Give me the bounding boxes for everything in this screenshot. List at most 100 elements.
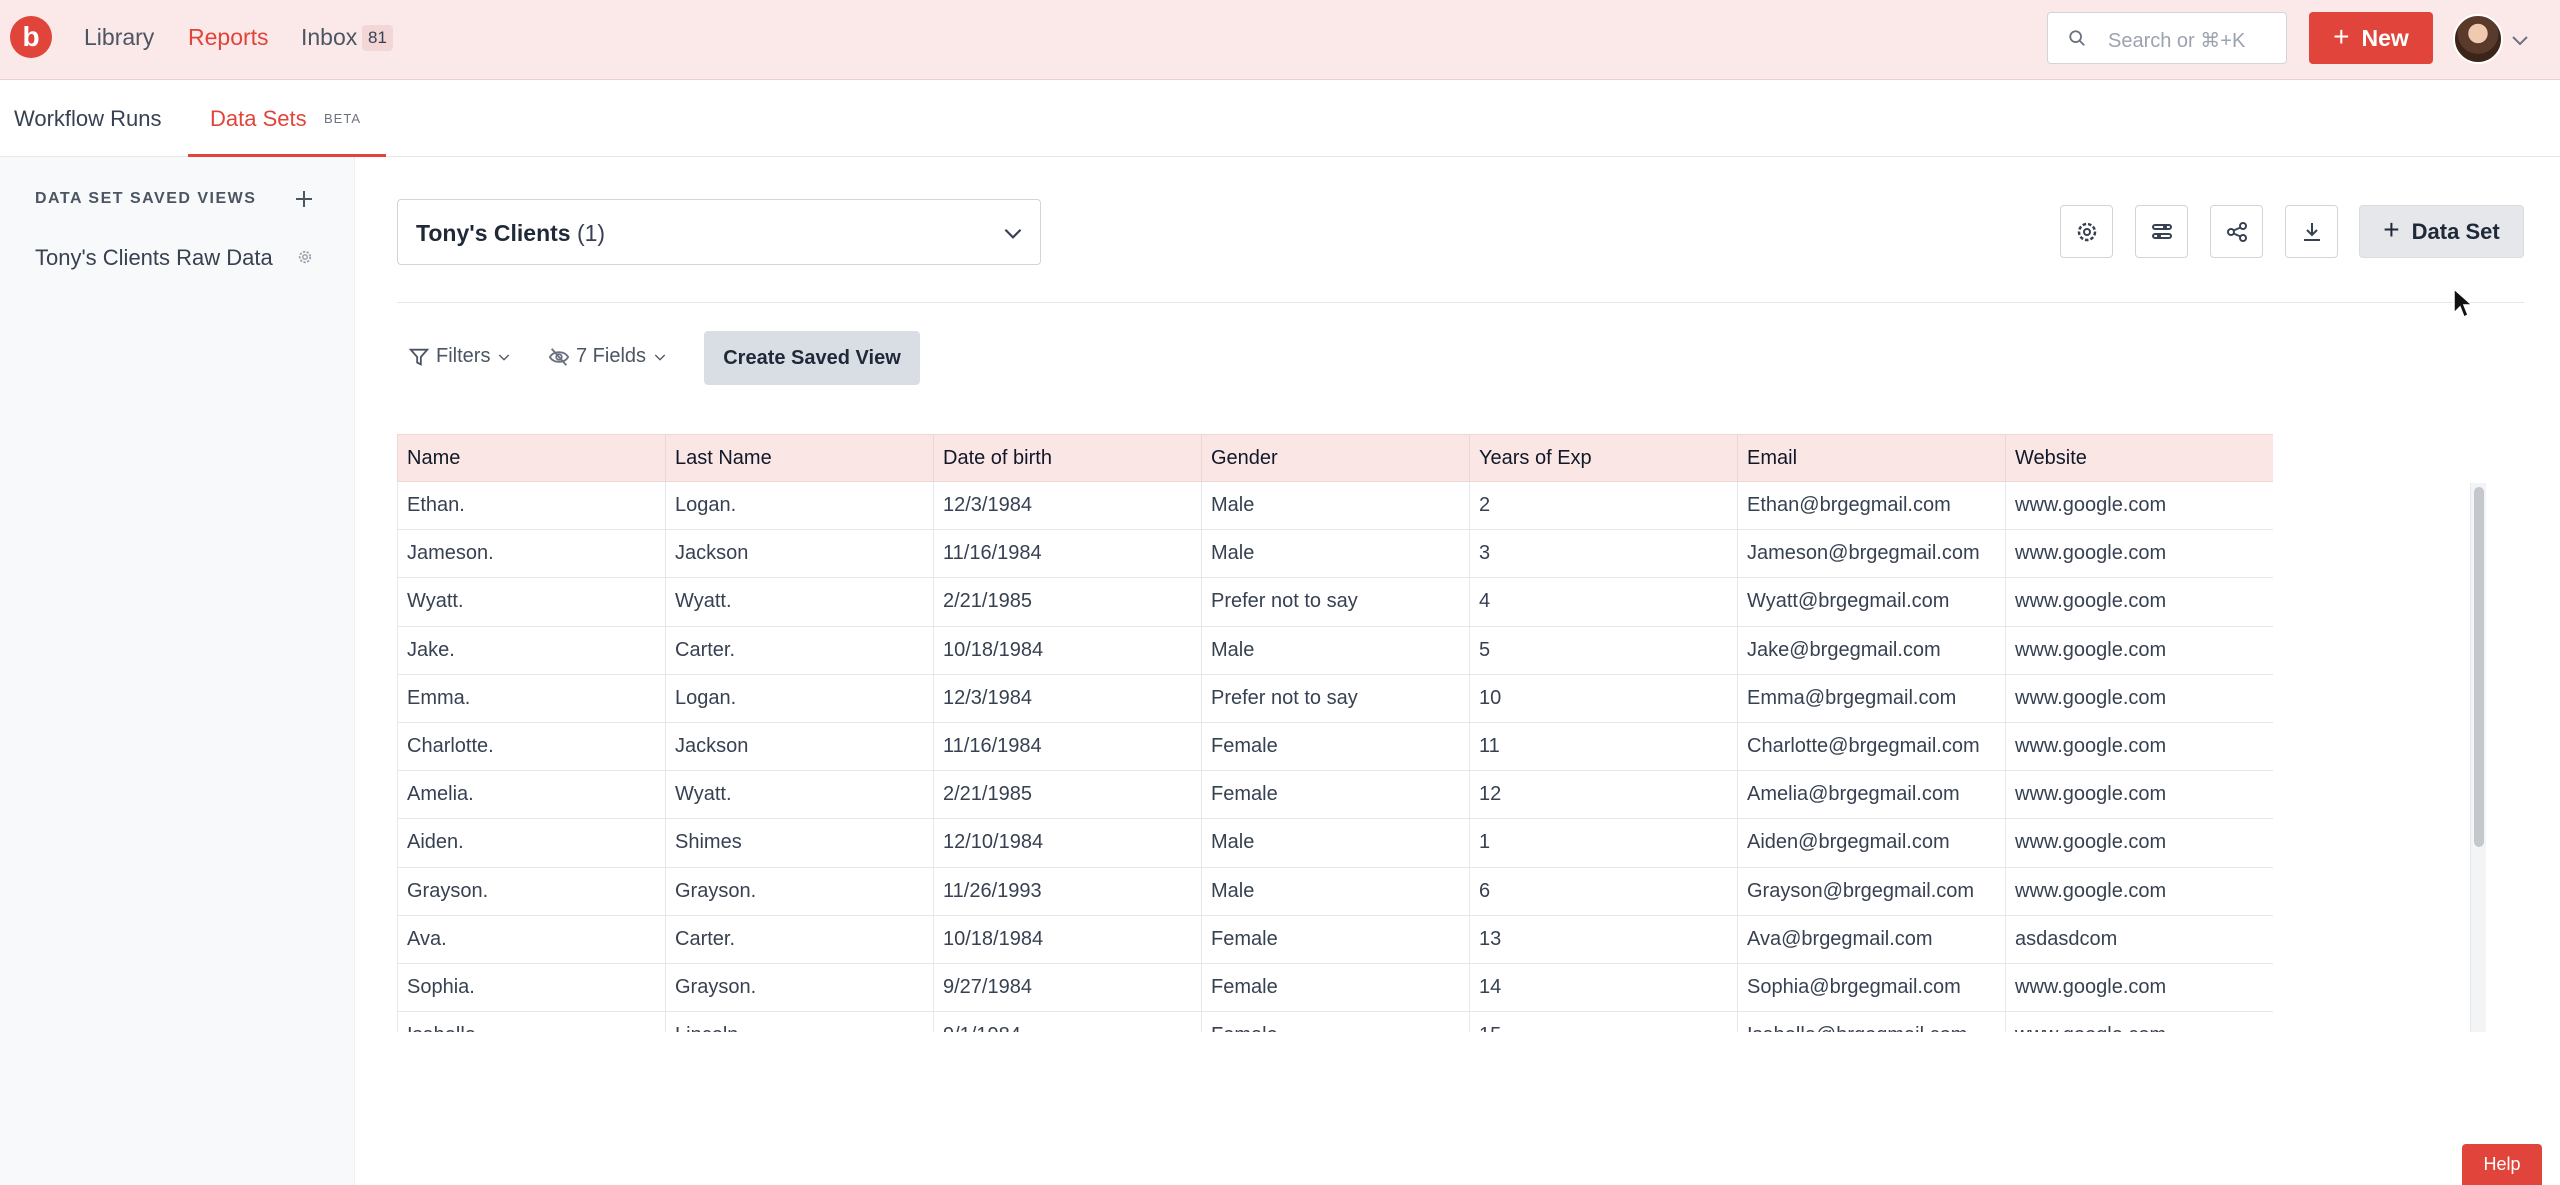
- table-cell[interactable]: 6: [1469, 866, 1738, 916]
- table-cell[interactable]: Male: [1201, 529, 1470, 579]
- column-header[interactable]: Date of birth: [933, 434, 1202, 482]
- download-button[interactable]: [2285, 205, 2338, 258]
- table-cell[interactable]: Aiden@brgegmail.com: [1737, 818, 2006, 868]
- table-row[interactable]: Wyatt. Wyatt. 2/21/1985 Prefer not to say 4 W…: [397, 577, 2273, 627]
- table-cell[interactable]: Ava.: [397, 914, 666, 964]
- table-cell[interactable]: Sophia.: [397, 962, 666, 1013]
- app-logo[interactable]: b: [10, 16, 52, 58]
- table-cell[interactable]: Isabella@brgegmail.com: [1737, 1011, 2006, 1032]
- table-row[interactable]: Isabella.Lincoln.9/1/1984Female15Isabell…: [397, 1011, 2273, 1032]
- table-cell[interactable]: asdasdcom: [2005, 914, 2273, 964]
- table-cell[interactable]: 14: [1469, 962, 1738, 1013]
- help-button[interactable]: Help: [2462, 1144, 2542, 1185]
- table-cell[interactable]: Female: [1201, 770, 1470, 820]
- table-cell[interactable]: Charlotte.: [397, 721, 666, 772]
- gear-icon[interactable]: [296, 248, 314, 266]
- table-cell[interactable]: Grayson.: [665, 866, 934, 916]
- table-cell[interactable]: Jake.: [397, 625, 666, 675]
- tab-data-sets[interactable]: Data Sets: [210, 106, 307, 131]
- tab-workflow-runs[interactable]: Workflow Runs: [14, 106, 162, 131]
- table-row[interactable]: Ava. Carter. 10/18/1984 Female 13 Ava@brgegma…: [397, 914, 2273, 964]
- fields-dropdown[interactable]: 7 Fields: [548, 345, 668, 368]
- table-cell[interactable]: Jackson: [665, 721, 934, 772]
- table-cell[interactable]: www.google.com: [2005, 625, 2273, 675]
- table-row[interactable]: Aiden. Shimes 12/10/1984 Male 1 Aiden@brgegma…: [397, 818, 2273, 868]
- table-cell[interactable]: Jackson: [665, 529, 934, 579]
- table-cell[interactable]: Ethan@brgegmail.com: [1737, 480, 2006, 531]
- table-cell[interactable]: Grayson.: [397, 866, 666, 916]
- table-cell[interactable]: www.google.com: [2005, 577, 2273, 627]
- table-cell[interactable]: www.google.com: [2005, 866, 2273, 916]
- table-cell[interactable]: Male: [1201, 480, 1470, 531]
- column-header[interactable]: Email: [1737, 434, 2006, 482]
- table-cell[interactable]: Prefer not to say: [1201, 673, 1470, 723]
- table-cell[interactable]: 11: [1469, 721, 1738, 772]
- table-cell[interactable]: 10/18/1984: [933, 914, 1202, 964]
- add-data-set-button[interactable]: + Data Set: [2359, 205, 2524, 258]
- settings-button[interactable]: [2060, 205, 2113, 258]
- table-cell[interactable]: Amelia.: [397, 770, 666, 820]
- table-cell[interactable]: Male: [1201, 866, 1470, 916]
- table-cell[interactable]: Aiden.: [397, 818, 666, 868]
- table-cell[interactable]: 15: [1469, 1011, 1738, 1032]
- table-cell[interactable]: Amelia@brgegmail.com: [1737, 770, 2006, 820]
- table-cell[interactable]: Male: [1201, 625, 1470, 675]
- table-cell[interactable]: 1: [1469, 818, 1738, 868]
- table-cell[interactable]: www.google.com: [2005, 480, 2273, 531]
- table-row[interactable]: Jake. Carter. 10/18/1984 Male 5 Jake@brgegmai…: [397, 625, 2273, 675]
- table-cell[interactable]: 12: [1469, 770, 1738, 820]
- column-header[interactable]: Years of Exp: [1469, 434, 1738, 482]
- table-cell[interactable]: Charlotte@brgegmail.com: [1737, 721, 2006, 772]
- table-cell[interactable]: 13: [1469, 914, 1738, 964]
- table-cell[interactable]: Female: [1201, 914, 1470, 964]
- table-cell[interactable]: Jameson@brgegmail.com: [1737, 529, 2006, 579]
- column-header[interactable]: Gender: [1201, 434, 1470, 482]
- column-header[interactable]: Name: [397, 434, 666, 482]
- table-cell[interactable]: 11/26/1993: [933, 866, 1202, 916]
- table-cell[interactable]: www.google.com: [2005, 962, 2273, 1013]
- table-cell[interactable]: Ethan.: [397, 480, 666, 531]
- table-cell[interactable]: 12/3/1984: [933, 480, 1202, 531]
- table-cell[interactable]: Logan.: [665, 673, 934, 723]
- table-cell[interactable]: 9/1/1984: [933, 1011, 1202, 1032]
- filters-dropdown[interactable]: Filters: [408, 345, 512, 368]
- table-cell[interactable]: Female: [1201, 962, 1470, 1013]
- sidebar-item-saved-view[interactable]: Tony's Clients Raw Data: [35, 245, 273, 270]
- chevron-down-icon[interactable]: [2508, 28, 2532, 52]
- table-cell[interactable]: www.google.com: [2005, 673, 2273, 723]
- table-cell[interactable]: www.google.com: [2005, 818, 2273, 868]
- table-cell[interactable]: Lincoln.: [665, 1011, 934, 1032]
- table-cell[interactable]: Sophia@brgegmail.com: [1737, 962, 2006, 1013]
- table-cell[interactable]: Prefer not to say: [1201, 577, 1470, 627]
- share-button[interactable]: [2210, 205, 2263, 258]
- adjust-button[interactable]: [2135, 205, 2188, 258]
- table-cell[interactable]: 12/3/1984: [933, 673, 1202, 723]
- table-cell[interactable]: www.google.com: [2005, 1011, 2273, 1032]
- table-row[interactable]: Emma. Logan. 12/3/1984 Prefer not to say 10 E…: [397, 673, 2273, 723]
- table-cell[interactable]: Jake@brgegmail.com: [1737, 625, 2006, 675]
- dataset-select[interactable]: Tony's Clients (1): [397, 199, 1041, 265]
- table-cell[interactable]: Emma.: [397, 673, 666, 723]
- table-cell[interactable]: Isabella.: [397, 1011, 666, 1032]
- table-cell[interactable]: 3: [1469, 529, 1738, 579]
- column-header[interactable]: Website: [2005, 434, 2273, 482]
- table-cell[interactable]: Wyatt@brgegmail.com: [1737, 577, 2006, 627]
- table-cell[interactable]: 12/10/1984: [933, 818, 1202, 868]
- table-cell[interactable]: 9/27/1984: [933, 962, 1202, 1013]
- table-cell[interactable]: 10: [1469, 673, 1738, 723]
- table-cell[interactable]: 2/21/1985: [933, 770, 1202, 820]
- table-cell[interactable]: Carter.: [665, 914, 934, 964]
- table-cell[interactable]: www.google.com: [2005, 770, 2273, 820]
- table-row[interactable]: Ethan. Logan. 12/3/1984 Male 2 Ethan@brgegmai…: [397, 480, 2273, 531]
- table-row[interactable]: Sophia. Grayson. 9/27/1984 Female 14 Sophia@b…: [397, 962, 2273, 1013]
- table-cell[interactable]: 10/18/1984: [933, 625, 1202, 675]
- table-cell[interactable]: Shimes: [665, 818, 934, 868]
- nav-link-reports[interactable]: Reports: [188, 24, 269, 50]
- table-row[interactable]: Charlotte. Jackson 11/16/1984 Female 11 Charl…: [397, 721, 2273, 772]
- table-row[interactable]: Grayson. Grayson. 11/26/1993 Male 6 Grayson@b…: [397, 866, 2273, 916]
- table-cell[interactable]: www.google.com: [2005, 721, 2273, 772]
- table-cell[interactable]: www.google.com: [2005, 529, 2273, 579]
- table-cell[interactable]: Wyatt.: [397, 577, 666, 627]
- nav-link-inbox[interactable]: Inbox: [301, 24, 358, 50]
- table-cell[interactable]: Grayson@brgegmail.com: [1737, 866, 2006, 916]
